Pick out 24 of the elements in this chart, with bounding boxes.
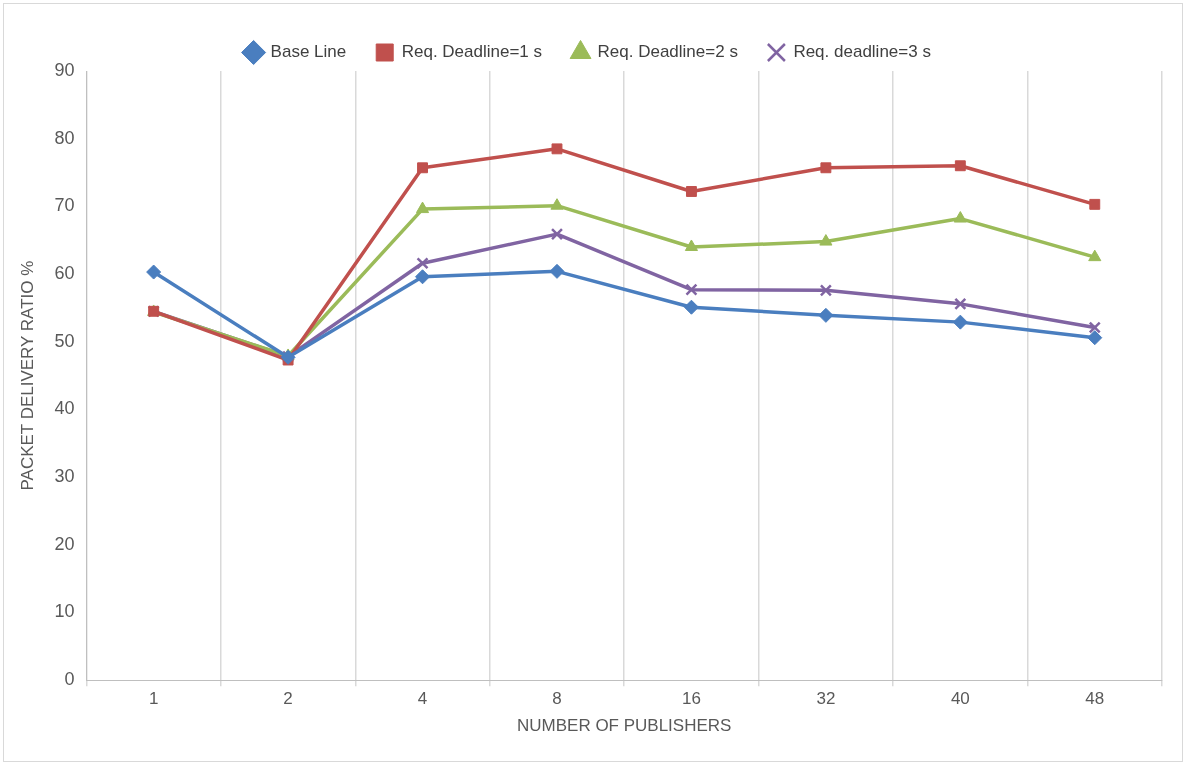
y-tick-label: 30 <box>54 466 75 487</box>
x-tick-label: 1 <box>148 689 159 709</box>
y-tick-label: 80 <box>54 127 75 148</box>
legend-label: Req. Deadline=2 s <box>597 42 738 62</box>
y-tick-label: 0 <box>64 669 75 690</box>
y-axis-title: PACKET DELIVERY RATIO % <box>17 260 37 491</box>
y-tick-label: 40 <box>54 398 75 419</box>
y-tick-label: 90 <box>54 59 75 80</box>
x-tick-label: 32 <box>816 689 836 709</box>
x-tick-label: 40 <box>950 689 970 709</box>
x-tick-label: 2 <box>283 689 293 709</box>
y-tick-label: 10 <box>54 601 75 622</box>
legend-label: Base Line <box>270 42 347 62</box>
x-tick-label: 16 <box>681 689 701 709</box>
x-tick-label: 48 <box>1085 689 1105 709</box>
x-tick-label: 4 <box>417 689 428 709</box>
x-tick-label: 8 <box>552 689 562 709</box>
legend-label: Req. deadline=3 s <box>793 42 931 62</box>
y-tick-label: 60 <box>54 263 75 284</box>
y-tick-label: 50 <box>54 330 75 351</box>
x-axis-title: NUMBER OF PUBLISHERS <box>516 716 732 736</box>
y-tick-label: 70 <box>54 195 75 216</box>
legend-label: Req. Deadline=1 s <box>401 42 543 62</box>
y-tick-label: 20 <box>54 533 75 554</box>
